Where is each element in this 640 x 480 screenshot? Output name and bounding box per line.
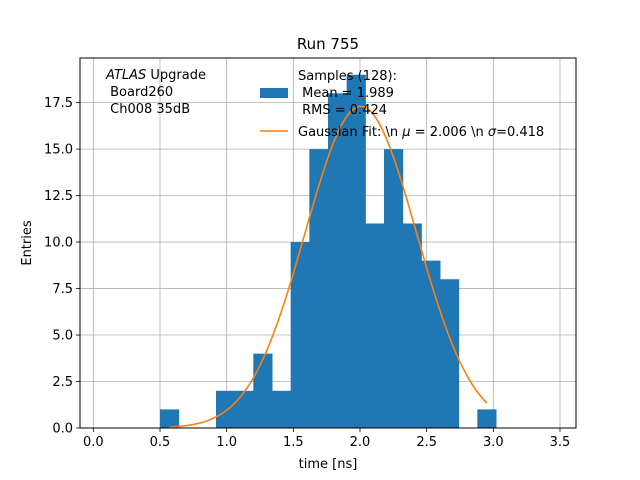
y-axis-label: Entries [20, 220, 35, 266]
x-tick-label: 1.5 [283, 435, 304, 450]
histogram-bar [346, 74, 366, 428]
annotation-channel: Ch008 35dB [106, 102, 190, 117]
fit-curve-group [169, 105, 488, 428]
atlas-annotation: ATLAS Upgrade Board260 Ch008 35dB [105, 68, 206, 117]
x-tick-label: 3.0 [483, 435, 504, 450]
x-axis-label: time [ns] [299, 457, 358, 472]
histogram-bar [290, 242, 310, 428]
legend-fit-mu: μ [401, 125, 410, 140]
histogram-bar [216, 390, 236, 428]
y-tick-label: 0.0 [52, 422, 73, 437]
y-tick-label: 12.5 [44, 189, 73, 204]
y-tick-label: 5.0 [52, 329, 73, 344]
x-tick-label: 2.0 [350, 435, 371, 450]
x-tick-label: 3.5 [550, 435, 571, 450]
legend-fit-pre: Gaussian Fit: \n [298, 125, 402, 140]
y-tick-label: 17.5 [44, 96, 73, 111]
legend-hist-line3: RMS = 0.424 [298, 103, 387, 118]
gaussian-fit-curve [169, 105, 488, 428]
histogram-bar [160, 409, 180, 428]
x-tick-label: 1.0 [216, 435, 237, 450]
annotation-upgrade: Upgrade [146, 68, 206, 83]
x-tick-label: 2.5 [416, 435, 437, 450]
legend-hist-line2: Mean = 1.989 [298, 86, 394, 101]
y-tick-label: 7.5 [52, 282, 73, 297]
histogram-bar [309, 149, 329, 428]
annotation-board: Board260 [106, 85, 173, 100]
x-axis-ticks: 0.0 0.5 1.0 1.5 2.0 2.5 3.0 3.5 [83, 428, 570, 450]
legend-fit-mid: = 2.006 \n [411, 125, 488, 140]
y-tick-label: 10.0 [44, 236, 73, 251]
histogram-bar [365, 223, 385, 428]
legend-fit-sigma: σ [488, 125, 497, 140]
annotation-atlas: ATLAS [105, 68, 146, 83]
legend-hist-line1: Samples (128): [298, 69, 397, 84]
x-tick-label: 0.0 [83, 435, 104, 450]
plot-frame [79, 57, 577, 429]
histogram-bar [253, 353, 273, 428]
histogram-bar [421, 260, 441, 428]
legend-fit-post: =0.418 [496, 125, 544, 140]
histogram-bar [402, 223, 422, 428]
x-tick-label: 0.5 [150, 435, 171, 450]
legend-hist-swatch [260, 88, 288, 98]
histogram-bar [384, 149, 404, 428]
legend-fit-label: Gaussian Fit: \n μ = 2.006 \n σ=0.418 [298, 125, 544, 140]
histogram-bar [328, 93, 348, 428]
svg-text:ATLAS Upgrade: ATLAS Upgrade [105, 68, 206, 83]
y-tick-label: 2.5 [52, 375, 73, 390]
histogram-bar [234, 390, 254, 428]
legend: Samples (128): Mean = 1.989 RMS = 0.424 … [260, 69, 544, 140]
y-axis-ticks: 0.0 2.5 5.0 7.5 10.0 12.5 15.0 17.5 [44, 96, 80, 437]
y-tick-label: 15.0 [44, 143, 73, 158]
histogram-bar [440, 279, 460, 428]
histogram-bar [477, 409, 497, 428]
histogram-bar [272, 390, 292, 428]
chart-title: Run 755 [297, 35, 359, 53]
histogram-bars [160, 74, 497, 428]
